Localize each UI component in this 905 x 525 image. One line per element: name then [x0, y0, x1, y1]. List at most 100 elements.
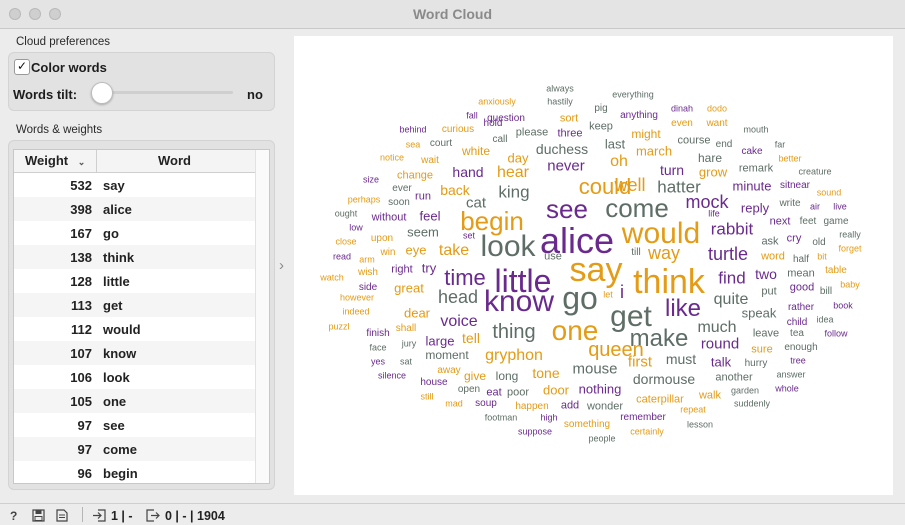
cloud-word[interactable]: might [631, 127, 661, 141]
cloud-word[interactable]: i [620, 282, 624, 302]
cloud-word[interactable]: write [779, 198, 801, 209]
cloud-word[interactable]: arm [359, 254, 375, 265]
table-row[interactable]: 105 one [14, 389, 255, 413]
cloud-word[interactable]: cat [465, 194, 487, 212]
cloud-word[interactable]: time [444, 265, 486, 290]
table-row[interactable]: 97 see [14, 413, 255, 437]
cloud-word[interactable]: one [551, 315, 599, 346]
cloud-word[interactable]: feet [799, 216, 817, 227]
cloud-word[interactable]: oh [610, 153, 628, 170]
table-row[interactable]: 97 come [14, 437, 255, 461]
cloud-word[interactable]: quite [713, 291, 749, 308]
cloud-word[interactable]: walk [698, 389, 722, 402]
cloud-word[interactable]: remark [738, 162, 774, 175]
save-icon[interactable] [32, 509, 45, 525]
cloud-word[interactable]: remember [620, 412, 666, 423]
cloud-word[interactable]: dodo [706, 103, 728, 114]
cloud-word[interactable]: really [839, 229, 861, 240]
cloud-word[interactable]: rather [787, 302, 815, 313]
cloud-word[interactable]: hear [496, 164, 530, 181]
cloud-word[interactable]: finish [366, 328, 390, 339]
cloud-word[interactable]: next [769, 215, 791, 228]
cloud-word[interactable]: indeed [342, 306, 370, 317]
cloud-word[interactable]: little [494, 263, 552, 299]
cloud-word[interactable]: child [786, 317, 808, 328]
cloud-word[interactable]: creature [798, 166, 832, 177]
cloud-word[interactable]: everything [612, 89, 654, 100]
cloud-word[interactable]: perhaps [347, 194, 381, 205]
cloud-word[interactable]: back [440, 182, 470, 198]
cloud-word[interactable]: ought [334, 208, 358, 219]
cloud-word[interactable]: three [557, 127, 583, 140]
cloud-word[interactable]: puzzl [328, 321, 350, 332]
cloud-word[interactable]: door [542, 382, 570, 398]
cloud-word[interactable]: better [778, 153, 802, 164]
cloud-word[interactable]: hastily [547, 96, 573, 107]
cloud-word[interactable]: caterpillar [636, 393, 684, 406]
cloud-word[interactable]: word [761, 250, 785, 263]
cloud-word[interactable]: alice [539, 220, 615, 261]
cloud-word[interactable]: footman [484, 412, 518, 423]
table-row[interactable]: 106 look [14, 365, 255, 389]
cloud-word[interactable]: sea [405, 139, 421, 150]
cloud-word[interactable]: large [425, 333, 455, 349]
cloud-word[interactable]: curious [441, 124, 475, 135]
table-row[interactable]: 167 go [14, 221, 255, 245]
cloud-word[interactable]: call [492, 134, 508, 145]
cloud-word[interactable]: anxiously [478, 96, 516, 107]
cloud-word[interactable]: look [480, 230, 536, 263]
cloud-word[interactable]: idea [816, 314, 834, 325]
cloud-word[interactable]: people [588, 433, 616, 444]
help-icon[interactable]: ? [10, 509, 18, 523]
cloud-word[interactable]: tea [790, 328, 804, 339]
cloud-word[interactable]: grow [698, 164, 728, 180]
cloud-word[interactable]: white [461, 144, 491, 158]
cloud-word[interactable]: bit [817, 251, 827, 262]
cloud-word[interactable]: cake [741, 146, 763, 157]
cloud-word[interactable]: side [358, 282, 378, 293]
cloud-word[interactable]: king [498, 182, 530, 202]
table-row[interactable]: 112 would [14, 317, 255, 341]
cloud-word[interactable]: much [697, 319, 737, 336]
cloud-word[interactable]: give [463, 369, 487, 383]
cloud-word[interactable]: till [631, 247, 641, 258]
cloud-word[interactable]: long [495, 369, 519, 383]
cloud-word[interactable]: dear [403, 305, 431, 321]
table-row[interactable]: 138 think [14, 245, 255, 269]
cloud-word[interactable]: sort [559, 112, 579, 125]
cloud-word[interactable]: wish [357, 267, 379, 278]
zoom-window-button[interactable] [49, 8, 61, 20]
cloud-word[interactable]: sitnear [779, 180, 811, 191]
cloud-word[interactable]: mad [445, 398, 463, 409]
cloud-word[interactable]: low [349, 222, 363, 233]
words-tilt-slider-track[interactable] [103, 91, 233, 94]
cloud-word[interactable]: thing [492, 321, 536, 343]
cloud-word[interactable]: mouse [572, 360, 618, 378]
minimize-window-button[interactable] [29, 8, 41, 20]
cloud-word[interactable]: could [578, 174, 632, 199]
cloud-word[interactable]: rabbit [710, 219, 754, 239]
cloud-word[interactable]: follow [824, 328, 848, 339]
cloud-word[interactable]: hare [697, 151, 723, 165]
cloud-word[interactable]: must [665, 351, 697, 367]
cloud-word[interactable]: ever [392, 183, 412, 194]
cloud-word[interactable]: another [715, 371, 753, 384]
cloud-word[interactable]: book [833, 300, 853, 311]
cloud-word[interactable]: without [371, 211, 407, 224]
cloud-word[interactable]: course [677, 134, 711, 147]
cloud-word[interactable]: end [715, 139, 733, 150]
cloud-word[interactable]: whole [775, 383, 799, 394]
cloud-word[interactable]: lesson [686, 419, 714, 430]
cloud-word[interactable]: see [546, 194, 588, 224]
cloud-word[interactable]: mock [685, 192, 729, 212]
cloud-word[interactable]: size [362, 174, 380, 185]
cloud-word[interactable]: begin [460, 206, 524, 236]
cloud-word[interactable]: live [833, 201, 847, 212]
cloud-word[interactable]: repeat [680, 404, 706, 415]
cloud-word[interactable]: answer [776, 369, 806, 380]
cloud-word[interactable]: table [825, 265, 847, 276]
cloud-word[interactable]: well [614, 175, 646, 195]
cloud-word[interactable]: sure [751, 343, 773, 356]
cloud-word[interactable]: soup [475, 398, 497, 409]
table-row[interactable]: 107 know [14, 341, 255, 365]
